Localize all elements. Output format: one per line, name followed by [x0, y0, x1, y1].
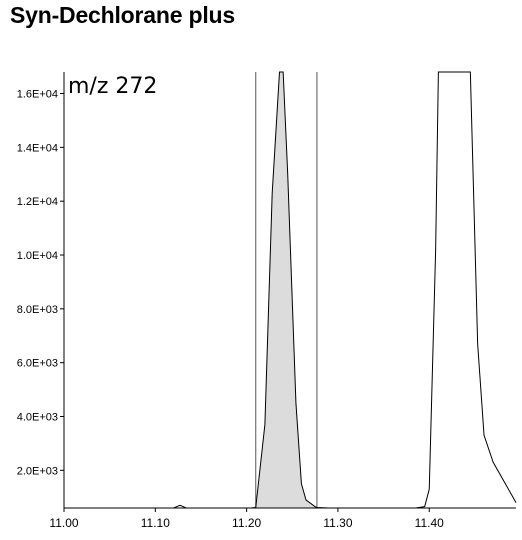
y-tick-label: 8.0E+03	[17, 304, 58, 316]
y-tick-label: 1.2E+04	[17, 196, 58, 208]
y-tick-label: 6.0E+03	[17, 358, 58, 370]
y-tick-label: 2.0E+03	[17, 465, 58, 477]
plot-area	[64, 71, 517, 509]
x-ticks: 11.00 11.10 11.20 11.30 11.40	[49, 508, 444, 530]
x-tick-label: 11.40	[415, 516, 444, 530]
y-tick-label: 4.0E+03	[17, 411, 58, 423]
chart-title: Syn-Dechlorane plus	[10, 2, 235, 28]
x-tick-label: 11.00	[49, 516, 78, 530]
y-tick-label: 1.6E+04	[17, 89, 58, 101]
y-tick-label: 1.4E+04	[17, 142, 58, 154]
x-tick-label: 11.10	[141, 516, 170, 530]
integrated-peak-area	[255, 72, 317, 508]
mz-annotation: m/z 272	[68, 74, 157, 99]
x-tick-label: 11.20	[232, 516, 261, 530]
y-ticks: 2.0E+03 4.0E+03 6.0E+03 8.0E+03 1.0E+04 1.2E+…	[17, 89, 64, 477]
x-tick-label: 11.30	[323, 516, 352, 530]
y-tick-label: 1.0E+04	[17, 250, 58, 262]
